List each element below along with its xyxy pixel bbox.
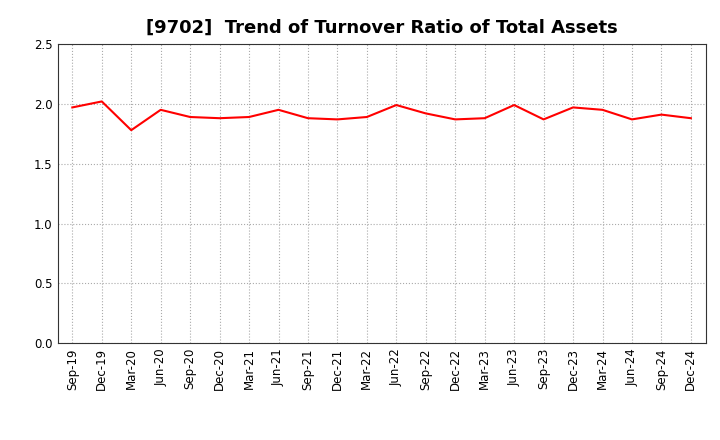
Title: [9702]  Trend of Turnover Ratio of Total Assets: [9702] Trend of Turnover Ratio of Total …	[145, 19, 618, 37]
